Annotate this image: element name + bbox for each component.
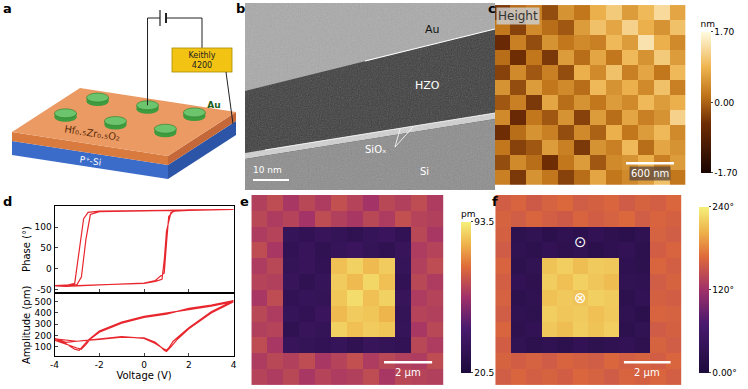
svg-text:2 μm: 2 μm [395,367,421,378]
svg-text:b: b [236,1,245,16]
svg-text:2 μm: 2 μm [634,367,660,378]
svg-text:300: 300 [35,319,52,329]
svg-text:500: 500 [35,297,52,307]
svg-text:Amplitude (pm): Amplitude (pm) [21,286,32,364]
svg-text:pm: pm [461,209,475,219]
svg-text:4: 4 [231,360,237,370]
svg-text:Si: Si [420,166,429,177]
svg-text:⊙: ⊙ [574,233,587,251]
svg-text:200: 200 [35,331,52,341]
svg-text:2: 2 [186,360,192,370]
svg-text:400: 400 [35,308,52,318]
svg-text:-50: -50 [37,285,52,295]
svg-text:50: 50 [40,243,52,253]
svg-text:-1.70: -1.70 [714,168,738,178]
svg-text:1.70: 1.70 [714,27,734,37]
svg-text:Au: Au [425,23,440,36]
svg-text:93.5: 93.5 [474,217,494,227]
svg-text:0.00°: 0.00° [712,368,737,378]
svg-text:0: 0 [46,264,52,274]
svg-text:a: a [3,1,12,16]
svg-text:SiOₓ: SiOₓ [365,144,386,155]
svg-text:-2: -2 [95,360,104,370]
svg-text:100: 100 [35,342,52,352]
svg-text:240°: 240° [712,202,734,212]
svg-text:10 nm: 10 nm [253,165,282,175]
svg-text:f: f [492,194,498,209]
svg-text:d: d [3,194,12,209]
svg-text:c: c [488,1,496,16]
svg-text:100: 100 [35,222,52,232]
svg-text:HZO: HZO [415,79,440,92]
svg-text:0.00: 0.00 [714,98,734,108]
svg-text:Phase (°): Phase (°) [21,226,32,272]
svg-text:Height: Height [498,9,538,23]
svg-text:nm: nm [701,19,715,29]
svg-text:600 nm: 600 nm [631,168,669,179]
svg-text:4200: 4200 [192,61,212,70]
svg-text:Keithly: Keithly [188,51,215,60]
svg-text:Voltage (V): Voltage (V) [116,370,171,381]
svg-text:⊗: ⊗ [574,289,587,307]
svg-text:0: 0 [141,360,147,370]
svg-text:20.5: 20.5 [474,368,494,378]
svg-text:P⁺-Si: P⁺-Si [79,154,102,167]
svg-text:Au: Au [207,100,220,110]
svg-text:e: e [240,194,249,209]
svg-text:120°: 120° [712,285,734,295]
svg-text:-4: -4 [50,360,59,370]
svg-text:Hf₀.₅Zr₀.₅O₂: Hf₀.₅Zr₀.₅O₂ [64,123,121,142]
